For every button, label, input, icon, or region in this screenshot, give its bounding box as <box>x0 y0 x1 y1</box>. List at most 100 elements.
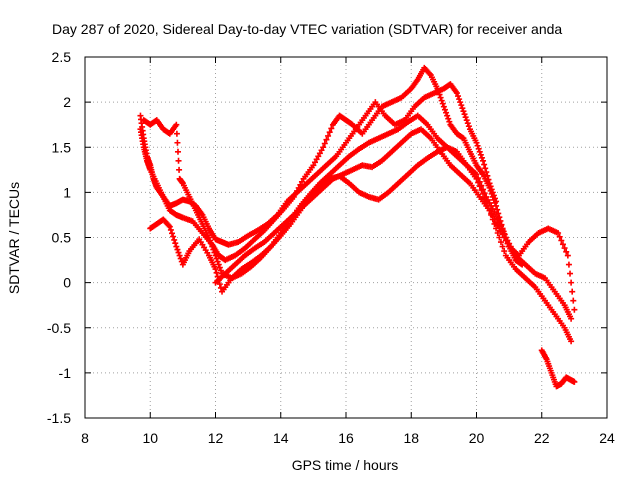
data-point <box>490 192 497 199</box>
data-point <box>484 172 491 179</box>
data-point <box>473 171 480 178</box>
data-point <box>176 166 183 173</box>
series-track-6 <box>538 347 578 390</box>
data-point <box>214 258 221 265</box>
data-point <box>565 261 572 268</box>
data-point <box>298 178 305 185</box>
grid-lines <box>85 57 607 418</box>
data-point <box>320 144 327 151</box>
data-point <box>477 151 484 158</box>
data-point <box>486 180 493 187</box>
data-point <box>173 243 180 250</box>
data-point <box>323 136 330 143</box>
data-point <box>571 378 578 385</box>
data-point <box>493 211 500 218</box>
data-point <box>491 216 498 223</box>
data-point <box>489 213 496 220</box>
data-point <box>445 115 452 122</box>
y-tick-label: -1 <box>59 365 72 381</box>
data-point <box>475 145 482 152</box>
data-point <box>558 237 565 244</box>
data-point <box>504 240 511 247</box>
data-point <box>208 240 215 247</box>
data-point <box>173 130 180 137</box>
data-point <box>559 241 566 248</box>
data-point <box>217 267 224 274</box>
data-point <box>491 195 498 202</box>
data-point <box>443 109 450 116</box>
data-point <box>478 154 485 161</box>
x-tick-label: 24 <box>599 430 615 446</box>
data-point <box>567 270 574 277</box>
x-axis-ticks: 8 10 12 14 16 18 20 22 24 <box>81 57 615 446</box>
series-track-5 <box>212 126 578 313</box>
data-point <box>458 102 465 109</box>
data-point <box>465 123 472 130</box>
x-tick-label: 18 <box>403 430 419 446</box>
data-point <box>464 120 471 127</box>
data-point <box>174 148 181 155</box>
data-point <box>494 229 501 236</box>
data-point <box>171 236 178 243</box>
data-point <box>175 249 182 256</box>
data-marks <box>137 64 578 390</box>
data-point <box>502 237 509 244</box>
data-point <box>166 223 173 230</box>
data-point <box>215 261 222 268</box>
data-point <box>480 186 487 193</box>
data-point <box>501 248 508 255</box>
data-point <box>483 169 490 176</box>
x-tick-label: 14 <box>273 430 289 446</box>
data-point <box>216 264 223 271</box>
data-point <box>461 111 468 118</box>
data-point <box>177 255 184 262</box>
data-point <box>488 186 495 193</box>
data-point <box>453 90 460 97</box>
data-point <box>444 112 451 119</box>
series-track-2 <box>137 81 500 248</box>
data-point <box>481 161 488 168</box>
data-point <box>460 108 467 115</box>
y-tick-label: -0.5 <box>47 320 71 336</box>
data-point <box>211 249 218 256</box>
data-point <box>456 96 463 103</box>
y-tick-label: 0.5 <box>52 230 72 246</box>
data-point <box>486 207 493 214</box>
chart-title: Day 287 of 2020, Sidereal Day-to-day VTE… <box>52 21 562 37</box>
data-point <box>216 281 223 288</box>
data-point <box>459 105 466 112</box>
data-point <box>209 243 216 250</box>
data-point <box>439 100 446 107</box>
data-point <box>170 233 177 240</box>
data-point <box>313 156 320 163</box>
data-point <box>555 229 562 236</box>
data-point <box>481 190 488 197</box>
x-tick-label: 16 <box>338 430 354 446</box>
data-point <box>476 148 483 155</box>
data-point <box>556 233 563 240</box>
data-point <box>473 139 480 146</box>
data-point <box>455 93 462 100</box>
data-point <box>173 121 180 128</box>
data-point <box>564 252 571 259</box>
data-point <box>497 228 504 235</box>
data-point <box>478 182 485 189</box>
data-point <box>568 279 575 286</box>
y-tick-label: 2 <box>63 94 71 110</box>
data-point <box>176 252 183 259</box>
data-point <box>463 117 470 124</box>
x-tick-label: 12 <box>208 430 224 446</box>
data-point <box>475 175 482 182</box>
data-point <box>213 269 220 276</box>
data-point <box>437 94 444 101</box>
data-point <box>325 132 332 139</box>
data-point <box>474 142 481 149</box>
data-point <box>441 106 448 113</box>
data-point <box>484 196 491 203</box>
y-axis-label: SDTVAR / TECUs <box>6 182 22 294</box>
data-point <box>568 315 575 322</box>
data-point <box>488 210 495 217</box>
data-point <box>205 234 212 241</box>
data-point <box>326 129 333 136</box>
